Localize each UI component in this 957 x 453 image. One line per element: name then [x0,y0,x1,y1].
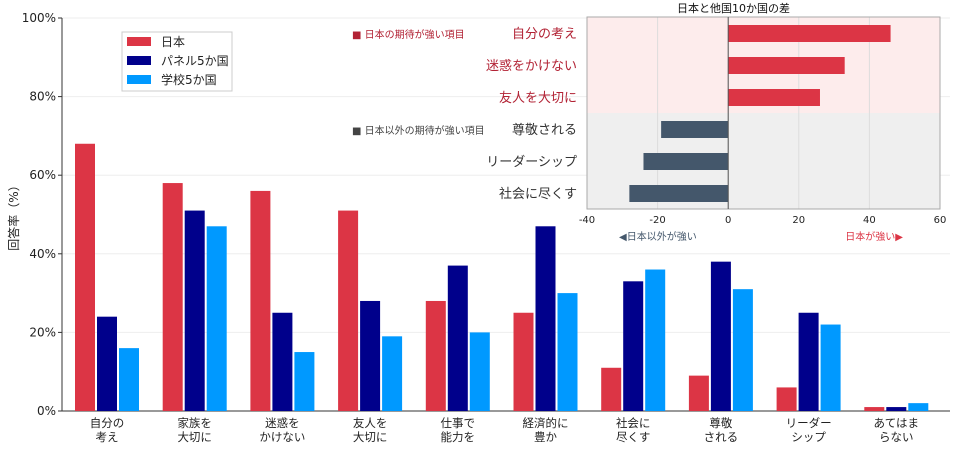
diff-bar-4 [643,153,729,170]
x-tick-label: 尽くす [616,430,651,444]
x-tick-label: 大切に [177,430,212,444]
legend-label: 日本 [161,35,185,49]
x-tick-label: 家族を [177,416,212,430]
bar-0-1 [162,183,183,411]
x-tick-label: 仕事で [441,416,476,430]
bar-1-5 [535,226,556,411]
x-tick-label: 尊敬 [709,416,732,430]
inset-title: 日本と他国10か国の差 [677,1,790,15]
legend-label: パネル5か国 [161,54,229,68]
diff-bar-5 [629,185,729,202]
note-japan-strong: ■ 日本の期待が強い項目 [352,28,465,41]
x-tick-label: 40 [863,215,876,226]
inset-frame [586,16,941,210]
x-tick-label: -20 [649,215,665,226]
diff-bar-1 [728,57,845,74]
bar-0-9 [864,407,885,411]
x-tick-label: 迷惑を [265,416,300,430]
x-tick-label: 経済的に [523,416,569,430]
bar-1-7 [710,261,731,411]
x-tick-label: 豊か [534,430,557,444]
bar-1-9 [886,407,907,411]
diff-category-label: 自分の考え [512,27,577,42]
bar-0-8 [776,387,797,411]
bar-2-8 [820,324,841,411]
bar-1-6 [623,281,644,411]
x-tick-label: 0 [725,215,731,226]
bar-1-2 [272,312,293,411]
x-tick-label: 60 [934,215,947,226]
diff-category-label: 迷惑をかけない [486,58,577,74]
note-others-strong: ■ 日本以外の期待が強い項目 [352,124,485,137]
x-tick-label: らない [879,430,914,444]
y-tick-label: 60% [29,168,56,182]
y-tick-label: 40% [29,247,56,261]
x-tick-label: 大切に [353,430,388,444]
bar-2-1 [206,226,227,411]
y-tick-label: 20% [29,325,56,339]
diff-bar-3 [661,121,729,138]
bar-0-6 [601,367,622,411]
diff-category-label: リーダーシップ [486,155,577,170]
bar-0-2 [250,190,271,411]
bar-1-3 [360,300,381,411]
bar-2-9 [908,403,929,411]
x-tick-label: 能力を [441,430,476,444]
bar-2-0 [119,348,139,411]
bar-1-4 [447,265,468,411]
x-tick-label: される [704,430,739,444]
bar-2-6 [645,269,666,411]
diff-category-label: 尊敬される [512,122,577,138]
bar-0-5 [513,312,534,411]
legend-label: 学校5か国 [161,72,217,87]
x-tick-label: かけない [259,430,305,444]
bar-2-7 [732,289,753,411]
bar-2-3 [382,336,403,411]
x-tick-label: -40 [579,215,595,226]
right-note: 日本が強い▶ [845,230,903,243]
y-axis-label: 回答率（%） [6,179,21,250]
diff-category-label: 友人を大切に [499,90,577,106]
x-tick-label: 自分の [90,416,125,430]
diff-bar-2 [728,89,820,106]
diff-bar-0 [728,25,891,42]
bar-0-4 [425,300,446,411]
bar-0-7 [688,375,709,411]
bar-0-0 [75,143,95,411]
x-tick-label: 20 [792,215,805,226]
legend-swatch [127,56,151,65]
y-tick-label: 100% [22,11,56,25]
x-tick-label: 友人を [353,416,388,430]
y-tick-label: 80% [29,90,56,104]
y-tick-label: 0% [37,404,56,418]
bar-1-0 [97,316,117,411]
x-tick-label: 考え [96,430,119,444]
x-tick-label: あてはま [874,416,920,430]
bar-1-1 [184,210,205,411]
legend-swatch [127,75,151,84]
bar-2-5 [557,293,578,411]
bar-2-2 [294,352,315,411]
diff-category-label: 社会に尽くす [499,186,577,202]
x-tick-label: 社会に [616,416,651,430]
bar-2-4 [469,332,490,411]
legend-swatch [127,37,151,46]
x-tick-label: リーダー [786,416,832,430]
bar-0-3 [338,210,359,411]
bar-1-8 [798,312,819,411]
x-tick-label: シップ [791,430,826,444]
left-note: ◀日本以外が強い [619,230,697,243]
